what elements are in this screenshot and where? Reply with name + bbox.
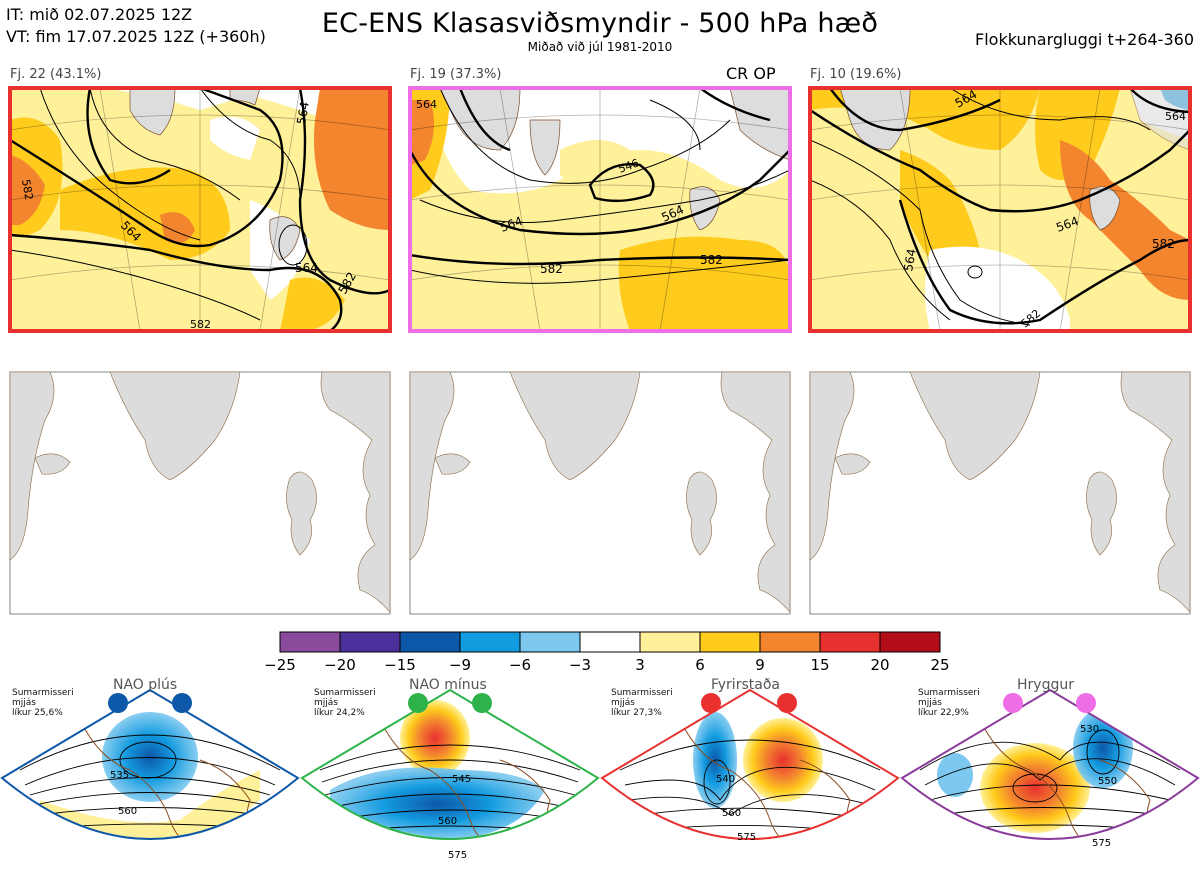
regime-3-meta: Sumarmisseri mjjás líkur 27,3%	[611, 688, 673, 718]
regime-season: Sumarmisseri	[314, 688, 376, 698]
colorbar-tick-label: 6	[695, 656, 705, 674]
regime-4-frame	[900, 688, 1200, 840]
run-info: IT: mið 02.07.2025 12Z VT: fim 17.07.202…	[6, 4, 266, 48]
regime-4-meta: Sumarmisseri mjjás líkur 22,9%	[918, 688, 980, 718]
cluster-2-contour-label: 582	[700, 253, 723, 267]
regime-2-contour-label: 575	[448, 850, 467, 861]
cluster-3-map	[810, 88, 1190, 331]
regime-3-contour-label: 540	[716, 774, 735, 785]
regime-1-meta: Sumarmisseri mjjás líkur 25,6%	[12, 688, 74, 718]
base-map-1	[9, 371, 391, 615]
regime-4-contour-label: 530	[1080, 724, 1099, 735]
regime-2-contour-label: 560	[438, 816, 457, 827]
valid-time: VT: fim 17.07.2025 12Z (+360h)	[6, 27, 266, 46]
regime-2-frame	[300, 688, 600, 840]
regime-probability: líkur 22,9%	[918, 708, 969, 718]
colorbar-tick-label: −20	[324, 656, 356, 674]
regime-probability: líkur 27,3%	[611, 708, 662, 718]
cluster-1-contour-label: 582	[190, 318, 211, 331]
cluster-2-frame	[408, 86, 792, 333]
regime-2-meta: Sumarmisseri mjjás líkur 24,2%	[314, 688, 376, 718]
regime-mean: mjjás	[12, 698, 36, 708]
regime-4-dot	[1076, 693, 1096, 713]
cluster-1-contour-label: 564	[294, 101, 312, 126]
colorbar-tick-label: −9	[449, 656, 471, 674]
colorbar-swatches	[279, 631, 941, 653]
colorbar-tick-label: −3	[569, 656, 591, 674]
colorbar-ticks: −25 −20 −15 −9 −6 −3 3 6 9 15 20 25	[264, 656, 949, 674]
cluster-3-contour-label: 564	[1165, 110, 1186, 123]
regime-1-contour-label: 560	[118, 806, 137, 817]
regime-3-contour-label: 575	[737, 832, 756, 843]
colorbar-tick-label: 15	[810, 656, 829, 674]
initial-time: IT: mið 02.07.2025 12Z	[6, 5, 193, 24]
colorbar-tick-label: 25	[930, 656, 949, 674]
cluster-2-contour-label: 564	[416, 98, 437, 111]
page-subtitle: Miðað við júl 1981-2010	[527, 40, 673, 54]
regime-4-name: Hryggur	[1017, 677, 1074, 693]
regime-3-dot	[777, 693, 797, 713]
regime-probability: líkur 24,2%	[314, 708, 365, 718]
regime-1-contour-label: 535	[110, 770, 129, 781]
regime-2-dot	[408, 693, 428, 713]
cluster-2-label: Fj. 19 (37.3%)	[410, 67, 502, 82]
page-title: EC-ENS Klasasviðsmyndir - 500 hPa hæð	[321, 8, 879, 39]
cluster-3-label: Fj. 10 (19.6%)	[810, 67, 902, 82]
regime-probability: líkur 25,6%	[12, 708, 63, 718]
regime-2-contour-label: 545	[452, 774, 471, 785]
colorbar-swatch	[879, 631, 941, 653]
cluster-3-frame	[808, 86, 1192, 333]
regime-3-contour-label: 560	[722, 808, 741, 819]
regime-3-name: Fyrirstaða	[711, 677, 780, 693]
colorbar-tick-label: −6	[509, 656, 531, 674]
colorbar-tick-label: 20	[870, 656, 889, 674]
cluster-1-label: Fj. 22 (43.1%)	[10, 67, 102, 82]
regime-1-dot	[172, 693, 192, 713]
cluster-window: Flokkunargluggi t+264-360	[975, 30, 1194, 49]
regime-1-dot	[108, 693, 128, 713]
regime-4-contour-label: 550	[1098, 776, 1117, 787]
cluster-2-badge: CR OP	[726, 64, 776, 83]
cluster-3-contour-label: 582	[1152, 237, 1175, 251]
regime-3-frame	[600, 688, 900, 840]
regime-season: Sumarmisseri	[918, 688, 980, 698]
cluster-1-contour-label: 564	[295, 261, 318, 275]
colorbar-tick-label: −25	[264, 656, 296, 674]
regime-mean: mjjás	[611, 698, 635, 708]
regime-season: Sumarmisseri	[12, 688, 74, 698]
cluster-2-contour-label: 582	[540, 262, 563, 276]
regime-4-contour-label: 575	[1092, 838, 1111, 849]
cluster-2-map	[410, 88, 790, 331]
cluster-1-contour-label: 582	[19, 178, 35, 201]
regime-3-dot	[701, 693, 721, 713]
regime-1-frame	[0, 688, 300, 840]
regime-mean: mjjás	[918, 698, 942, 708]
colorbar-tick-label: −15	[384, 656, 416, 674]
colorbar-tick-label: 9	[755, 656, 765, 674]
regime-4-dot	[1003, 693, 1023, 713]
regime-mean: mjjás	[314, 698, 338, 708]
cluster-3-contour-label: 564	[901, 248, 919, 273]
regime-1-name: NAO plús	[113, 677, 178, 693]
regime-season: Sumarmisseri	[611, 688, 673, 698]
regime-2-dot	[472, 693, 492, 713]
cluster-1-map	[10, 88, 390, 331]
cluster-1-frame	[8, 86, 392, 333]
regime-2-name: NAO mínus	[409, 677, 487, 693]
colorbar-tick-label: 3	[635, 656, 645, 674]
